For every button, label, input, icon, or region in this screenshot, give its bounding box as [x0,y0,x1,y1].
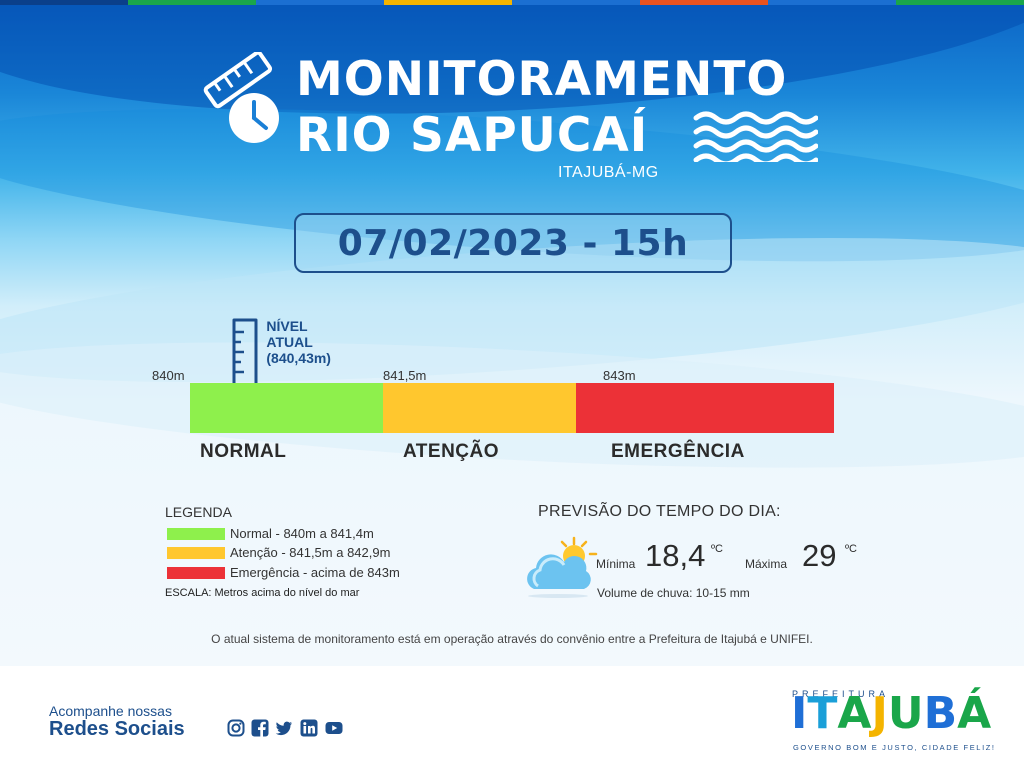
twitter-icon[interactable] [275,719,293,737]
min-temp-label: Mínima [596,557,636,571]
logo-letter: I [791,688,808,739]
level-scale-bar [190,383,834,433]
legend-swatch [167,546,225,559]
legend-item: Emergência - acima de 843m [167,565,400,580]
zone-bar-atencao [383,383,577,433]
datetime-box: 07/02/2023 - 15h [294,213,732,273]
current-level-value: (840,43m) [266,350,331,366]
current-level-label: NÍVEL ATUAL (840,43m) [266,318,376,366]
max-temp-unit: ºC [845,543,857,555]
logo-letter: A [837,688,872,739]
legend-text: Atenção - 841,5m a 842,9m [230,545,391,560]
instagram-icon[interactable] [227,719,245,737]
rain-volume-text: Volume de chuva: 10-15 mm [597,586,750,600]
min-temp-unit: ºC [711,543,723,555]
title-line-1: MONITORAMENTO [296,52,788,107]
min-temp-value: 18,4 [645,538,706,573]
logo-letter: J [871,688,888,739]
zone-label-atencao: ATENÇÃO [403,441,500,462]
color-stripe-segment [640,0,768,5]
logo-letter: U [887,688,924,739]
monitoring-poster: MONITORAMENTO RIO SAPUCAÍ ITAJUBÁ-MG 07/… [0,0,1024,666]
current-level-line-2: ATUAL [266,334,313,350]
logo-tagline: GOVERNO BOM E JUSTO, CIDADE FELIZ! [793,743,996,752]
datetime-label: 07/02/2023 - 15h [337,222,689,264]
legend-scale-note: ESCALA: Metros acima do nível do mar [165,587,360,599]
forecast-title: PREVISÃO DO TEMPO DO DIA: [538,503,781,520]
zone-label-emergencia: EMERGÊNCIA [611,441,745,462]
max-temp-label: Máxima [745,557,788,571]
facebook-icon[interactable] [251,719,269,737]
legend-swatch [167,527,225,540]
legend-item: Atenção - 841,5m a 842,9m [167,545,390,560]
linkedin-icon[interactable] [300,719,318,737]
logo-letter: Á [957,688,992,739]
tick-label-840: 840m [152,368,185,383]
tick-label-843: 843m [603,368,636,383]
zone-bar-emergencia [576,383,834,433]
logo-letter: B [923,688,958,739]
title-line-2: RIO SAPUCAÍ [296,108,649,163]
location-label: ITAJUBÁ-MG [558,164,659,181]
social-heading: Redes Sociais [49,718,185,740]
legend-text: Emergência - acima de 843m [230,565,400,580]
footnote-text: O atual sistema de monitoramento está em… [211,632,813,646]
color-stripe-segment [0,0,128,5]
color-stripe-bar [0,0,1024,5]
legend-item: Normal - 840m a 841,4m [167,526,374,541]
ruler-clock-icon [203,52,279,143]
zone-bar-normal [190,383,384,433]
logo-prefix: PREFEITURA [792,689,890,699]
current-level-line-1: NÍVEL [266,318,308,334]
footer: Acompanhe nossas Redes Sociais PREFEITUR… [0,666,1024,774]
zone-label-normal: NORMAL [200,441,287,462]
max-temp-value: 29 [802,538,837,573]
legend-text: Normal - 840m a 841,4m [230,526,374,541]
tick-label-841-5: 841,5m [383,368,427,383]
legend-swatch [167,566,225,579]
color-stripe-segment [256,0,384,5]
logo-letter: T [807,688,838,739]
color-stripe-segment [896,0,1024,5]
youtube-icon[interactable] [325,719,343,737]
color-stripe-segment [512,0,640,5]
color-stripe-segment [768,0,896,5]
social-caption: Acompanhe nossas [49,703,172,719]
partly-cloudy-icon [527,536,598,598]
legend-title: LEGENDA [165,504,232,520]
color-stripe-segment [128,0,256,5]
color-stripe-segment [384,0,512,5]
water-waves-icon [693,111,818,162]
